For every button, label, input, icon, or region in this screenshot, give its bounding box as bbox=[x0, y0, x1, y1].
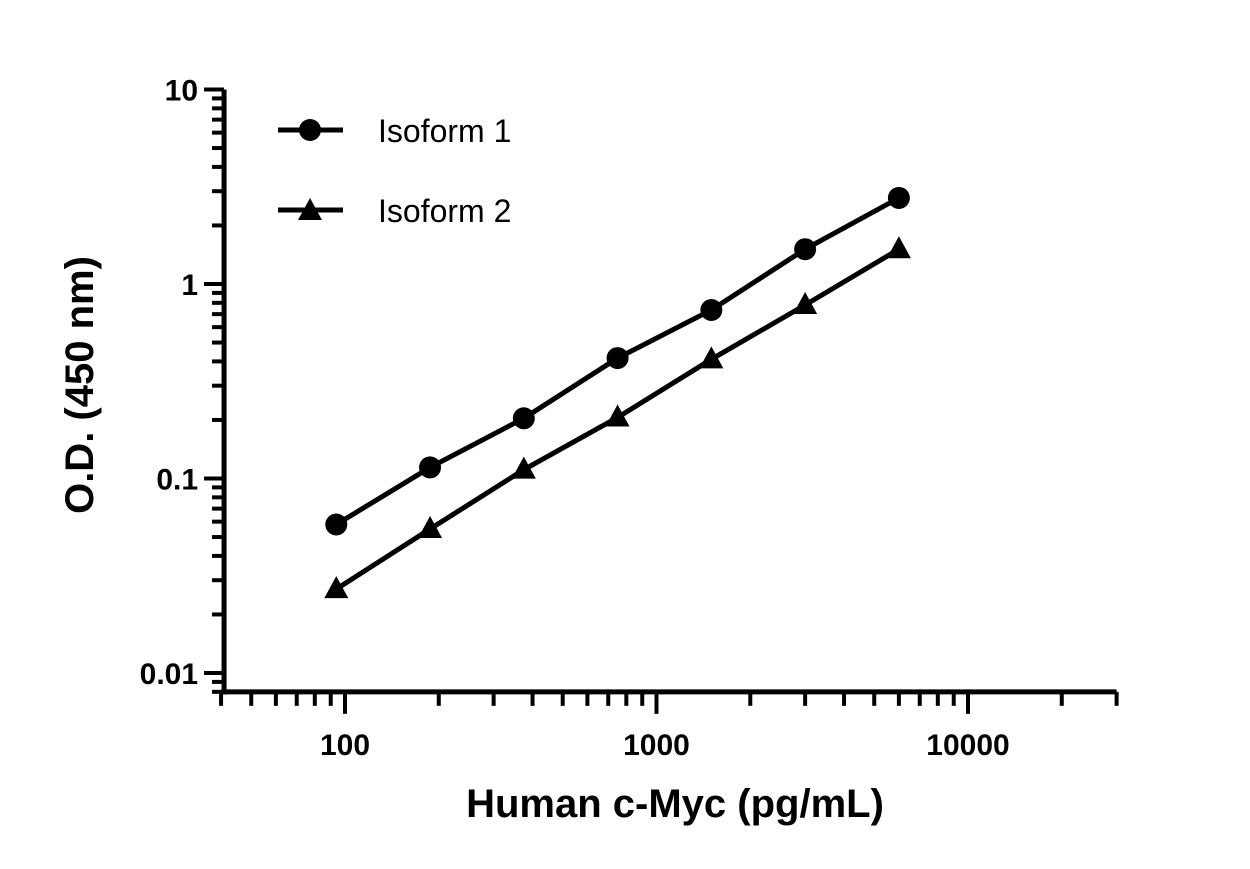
y-tick-label: 0.1 bbox=[156, 464, 198, 497]
y-axis-title: O.D. (450 nm) bbox=[58, 256, 102, 514]
legend-label-isoform-2: Isoform 2 bbox=[378, 193, 511, 229]
legend: Isoform 1 Isoform 2 bbox=[278, 113, 511, 229]
x-tick-label: 100 bbox=[320, 729, 370, 762]
legend-marker-isoform-1 bbox=[299, 119, 321, 141]
data-point-circle bbox=[606, 347, 629, 370]
data-point-triangle bbox=[793, 291, 818, 314]
y-tick-label: 10 bbox=[165, 75, 198, 108]
data-point-triangle bbox=[605, 404, 630, 427]
y-tick-label: 1 bbox=[181, 269, 198, 302]
x-tick-label: 1000 bbox=[623, 729, 690, 762]
data-point-triangle bbox=[418, 515, 443, 538]
legend-label-isoform-1: Isoform 1 bbox=[378, 113, 511, 149]
x-tick-label: 10000 bbox=[926, 729, 1009, 762]
axes: 100 1000 10000 0.01 0.1 1 10 bbox=[140, 75, 1119, 762]
data-point-circle bbox=[700, 299, 723, 322]
data-point-triangle bbox=[699, 346, 724, 369]
data-point-triangle bbox=[886, 236, 911, 259]
x-axis-title: Human c-Myc (pg/mL) bbox=[466, 782, 884, 826]
data-point-triangle bbox=[324, 576, 349, 599]
data-point-circle bbox=[887, 186, 910, 209]
data-point-triangle bbox=[511, 456, 536, 479]
y-tick-label: 0.01 bbox=[140, 658, 198, 691]
data-point-circle bbox=[512, 407, 535, 430]
data-point-circle bbox=[325, 513, 348, 536]
data-point-circle bbox=[419, 456, 442, 479]
legend-marker-isoform-2 bbox=[298, 198, 322, 220]
data-point-circle bbox=[794, 238, 817, 261]
series-group bbox=[324, 186, 911, 599]
